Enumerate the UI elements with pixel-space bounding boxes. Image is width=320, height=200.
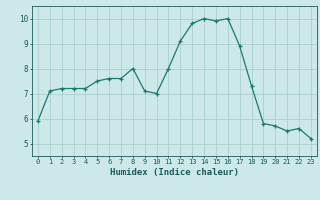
X-axis label: Humidex (Indice chaleur): Humidex (Indice chaleur) <box>110 168 239 177</box>
